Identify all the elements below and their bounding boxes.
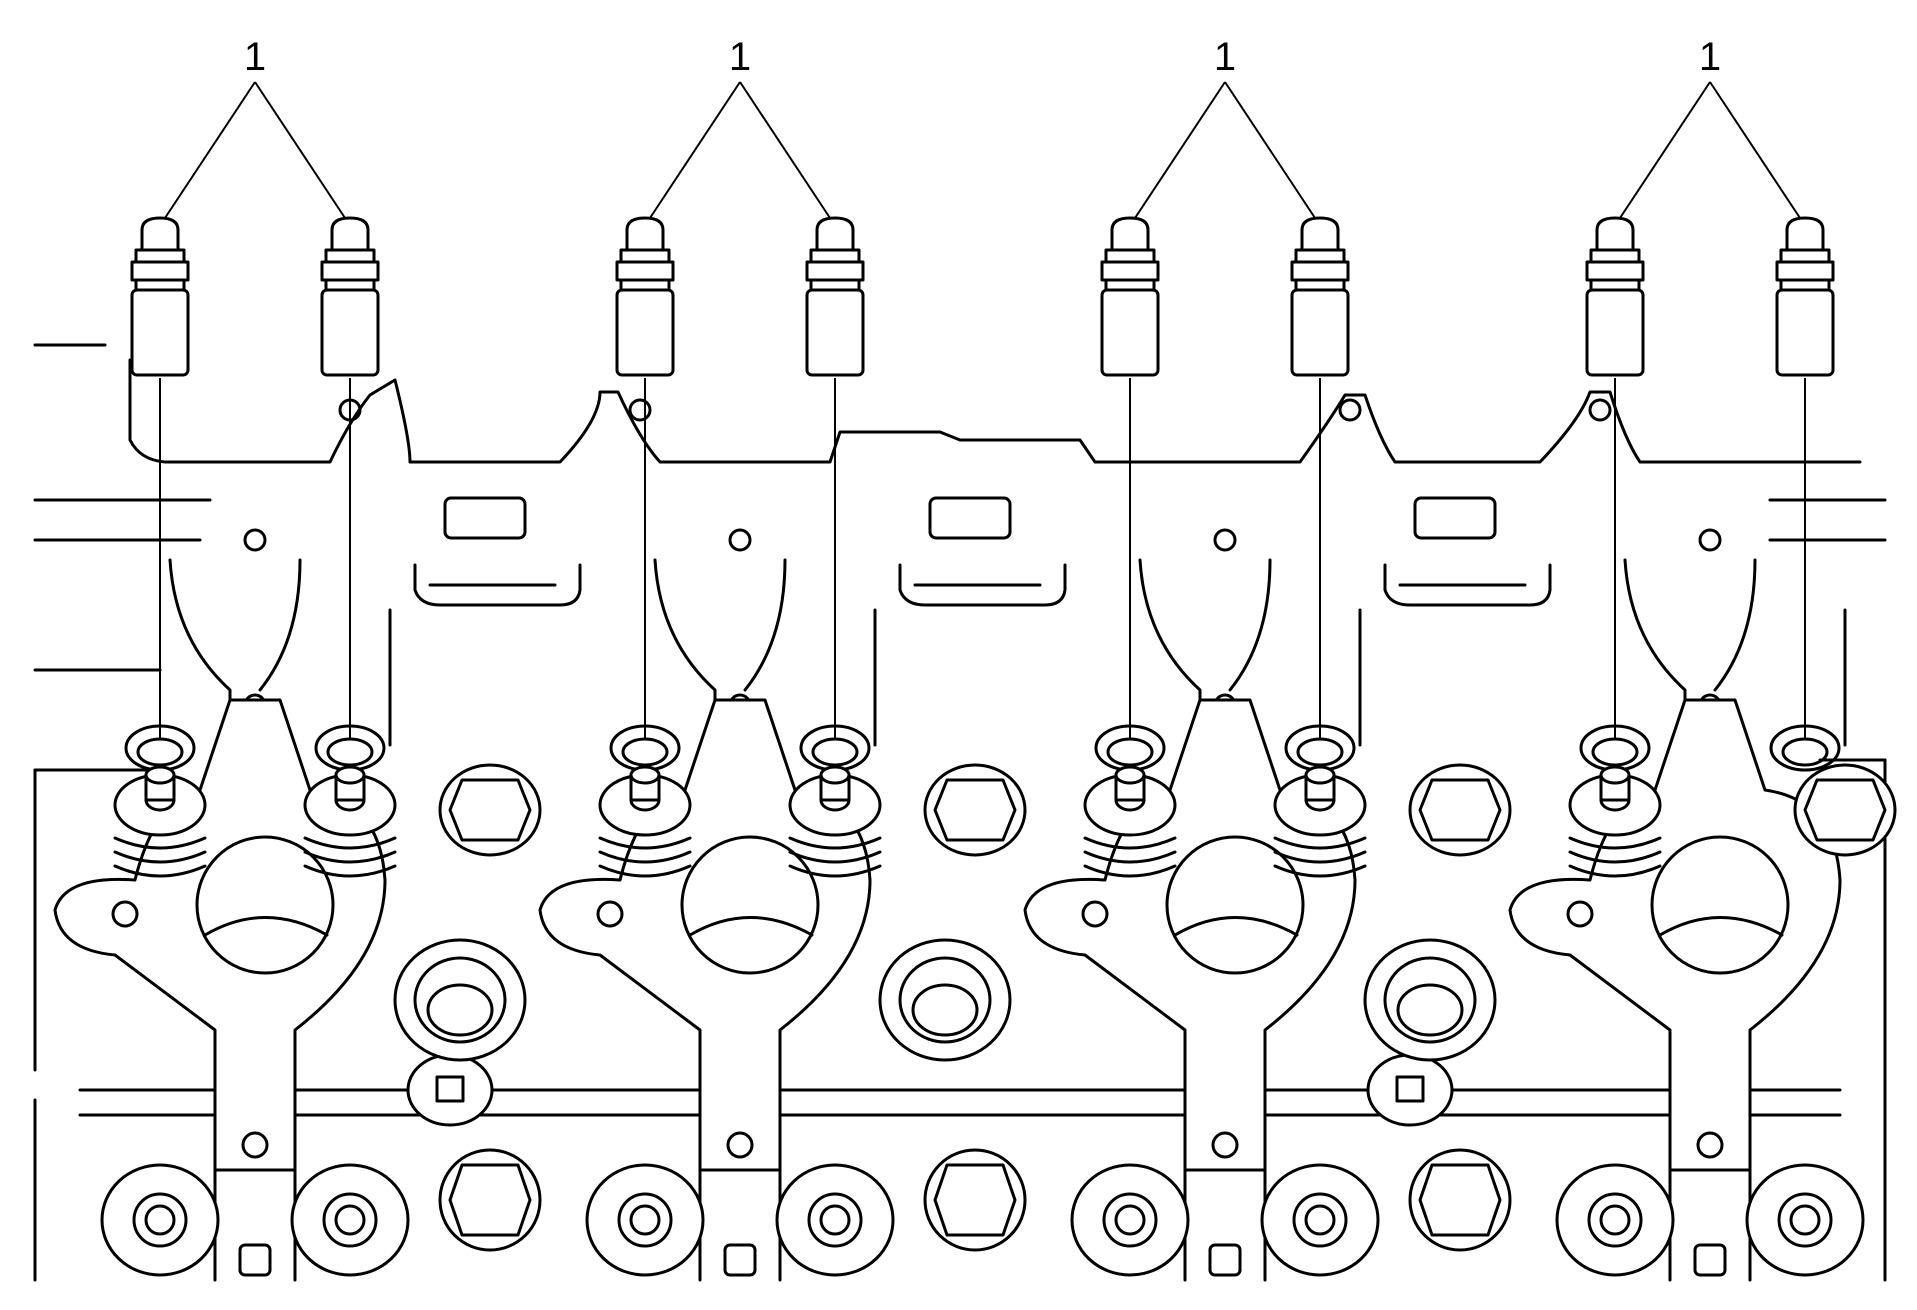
spark-plug-wells	[393, 938, 1497, 1062]
bearing-webs	[168, 558, 1847, 762]
hub-ear-hole	[1081, 900, 1109, 928]
leader-line	[649, 81, 741, 219]
valve-spring-retainer	[598, 765, 692, 878]
cylinder-head-upper-plate	[33, 343, 1887, 672]
lower-boss	[1070, 1163, 1190, 1277]
lower-boss	[1555, 1163, 1675, 1277]
leader-line	[1619, 81, 1711, 219]
callout-1: 1	[649, 35, 831, 219]
valve-lifter-icon	[1585, 216, 1645, 740]
hex-bolt-lower	[438, 1148, 542, 1252]
lifter-bores	[124, 724, 1841, 772]
hex-bolt	[1793, 763, 1897, 857]
leader-line	[1134, 81, 1226, 219]
hex-bolt-lower	[923, 1148, 1027, 1252]
hub-ear-hole	[596, 900, 624, 928]
valve-lifters	[130, 216, 1835, 740]
valve-springs	[113, 765, 1662, 878]
valve-lifter-icon	[1100, 216, 1160, 740]
plug-well	[878, 938, 1012, 1062]
valve-lifter-icon	[320, 216, 380, 740]
hub-foot-hole	[726, 1131, 754, 1159]
hub-foot-hole	[1211, 1131, 1239, 1159]
dowel-holes-upper	[243, 398, 1722, 717]
hex-bolt-lower	[1408, 1148, 1512, 1252]
lower-boss	[1745, 1163, 1865, 1277]
valve-spring-retainer	[788, 765, 882, 878]
hub-tab	[238, 1243, 272, 1277]
callouts: 1 1 1 1	[164, 35, 1801, 219]
callout-label: 1	[244, 35, 266, 79]
leader-line	[254, 81, 346, 219]
hub-tab	[1693, 1243, 1727, 1277]
lower-boss	[585, 1163, 705, 1277]
hub-tab	[723, 1243, 757, 1277]
hub-bore	[1165, 835, 1305, 975]
valve-spring-retainer	[1083, 765, 1177, 878]
callout-label: 1	[729, 35, 751, 79]
hex-bolt	[438, 763, 542, 857]
valve-lifter-icon	[1775, 216, 1835, 740]
callout-1: 1	[1619, 35, 1801, 219]
valve-lifter-icon	[1290, 216, 1350, 740]
hub-foot-hole	[241, 1131, 269, 1159]
head-bolts	[100, 763, 1897, 1277]
socket-head-screw	[1366, 1053, 1454, 1127]
lower-boss	[775, 1163, 895, 1277]
hub-tab	[1208, 1243, 1242, 1277]
hex-bolt	[1408, 763, 1512, 857]
valve-spring-retainer	[303, 765, 397, 878]
camshaft-hub-plate	[53, 698, 387, 1282]
callout-1: 1	[1134, 35, 1316, 219]
callout-label: 1	[1699, 35, 1721, 79]
leader-line	[739, 81, 831, 219]
plug-well	[1363, 938, 1497, 1062]
valve-spring-retainer	[113, 765, 207, 878]
hub-bore	[195, 835, 335, 975]
leader-line	[1224, 81, 1316, 219]
valve-lifter-icon	[615, 216, 675, 740]
camshaft-hub-plate	[1023, 698, 1357, 1282]
valve-lifter-icon	[805, 216, 865, 740]
camshaft-hub-plate	[538, 698, 872, 1282]
camshaft-bearing-hubs	[53, 698, 1842, 1282]
lower-boss	[1260, 1163, 1380, 1277]
socket-head-screw	[406, 1053, 494, 1127]
cylinder-head-lower	[33, 758, 1887, 1282]
valve-lifter-icon	[130, 216, 190, 740]
hub-ear-hole	[1566, 900, 1594, 928]
plug-well	[393, 938, 527, 1062]
hub-ear-hole	[111, 900, 139, 928]
leader-line	[164, 81, 256, 219]
leader-line	[1709, 81, 1801, 219]
callout-1: 1	[164, 35, 346, 219]
hub-bore	[1650, 835, 1790, 975]
lower-boss	[100, 1163, 220, 1277]
valve-spring-retainer	[1273, 765, 1367, 878]
lower-boss	[290, 1163, 410, 1277]
oil-gallery-slots	[413, 496, 1552, 607]
hex-bolt	[923, 763, 1027, 857]
valve-spring-retainer	[1568, 765, 1662, 878]
callout-label: 1	[1214, 35, 1236, 79]
hub-bore	[680, 835, 820, 975]
hub-foot-hole	[1696, 1131, 1724, 1159]
